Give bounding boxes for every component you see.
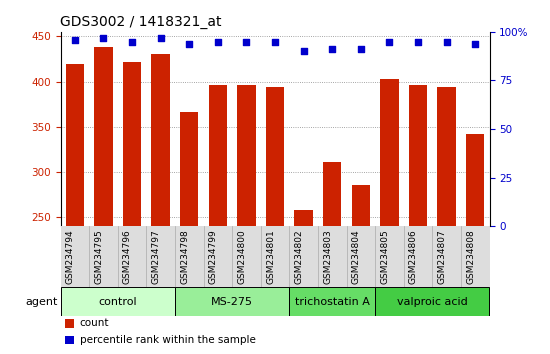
Text: percentile rank within the sample: percentile rank within the sample xyxy=(80,335,256,345)
Text: GSM234798: GSM234798 xyxy=(180,229,189,284)
Point xyxy=(385,39,394,44)
Text: MS-275: MS-275 xyxy=(211,297,253,307)
Point xyxy=(356,46,365,52)
Text: GSM234806: GSM234806 xyxy=(409,229,418,284)
Bar xyxy=(175,287,289,316)
Point xyxy=(442,39,451,44)
Text: GSM234804: GSM234804 xyxy=(352,229,361,284)
Point xyxy=(213,39,222,44)
Point xyxy=(156,35,165,40)
Bar xyxy=(60,287,175,316)
Bar xyxy=(208,85,227,226)
Point xyxy=(471,41,480,46)
Bar xyxy=(180,112,199,226)
Point xyxy=(185,41,194,46)
Bar xyxy=(437,87,456,226)
Text: GSM234807: GSM234807 xyxy=(438,229,447,284)
Bar xyxy=(466,134,485,226)
Text: valproic acid: valproic acid xyxy=(397,297,468,307)
Text: GSM234803: GSM234803 xyxy=(323,229,332,284)
Text: GSM234808: GSM234808 xyxy=(466,229,475,284)
Text: GSM234800: GSM234800 xyxy=(238,229,246,284)
Bar xyxy=(375,287,490,316)
Point xyxy=(242,39,251,44)
Bar xyxy=(65,63,84,226)
Text: GSM234801: GSM234801 xyxy=(266,229,275,284)
Text: GSM234805: GSM234805 xyxy=(381,229,389,284)
Bar xyxy=(294,210,313,226)
Point xyxy=(328,46,337,52)
Text: GSM234796: GSM234796 xyxy=(123,229,132,284)
Text: GSM234802: GSM234802 xyxy=(295,229,304,284)
Bar xyxy=(237,85,256,226)
Text: trichostatin A: trichostatin A xyxy=(295,297,370,307)
Bar xyxy=(65,336,74,344)
Bar xyxy=(151,55,170,226)
Point xyxy=(414,39,422,44)
Bar xyxy=(65,319,74,328)
Bar xyxy=(323,162,342,226)
Text: agent: agent xyxy=(25,297,58,307)
Point xyxy=(271,39,279,44)
Bar xyxy=(351,185,370,226)
Text: control: control xyxy=(98,297,137,307)
Point xyxy=(70,37,79,42)
Bar xyxy=(94,47,113,226)
Text: GDS3002 / 1418321_at: GDS3002 / 1418321_at xyxy=(60,16,222,29)
Bar xyxy=(266,87,284,226)
Text: GSM234795: GSM234795 xyxy=(95,229,103,284)
Point xyxy=(299,48,308,54)
Bar xyxy=(380,79,399,226)
Point xyxy=(99,35,108,40)
Text: count: count xyxy=(80,318,109,329)
Bar xyxy=(289,287,375,316)
Point xyxy=(128,39,136,44)
Bar xyxy=(409,85,427,226)
Bar xyxy=(123,62,141,226)
Text: GSM234797: GSM234797 xyxy=(152,229,161,284)
Text: GSM234794: GSM234794 xyxy=(66,229,75,284)
Text: GSM234799: GSM234799 xyxy=(209,229,218,284)
